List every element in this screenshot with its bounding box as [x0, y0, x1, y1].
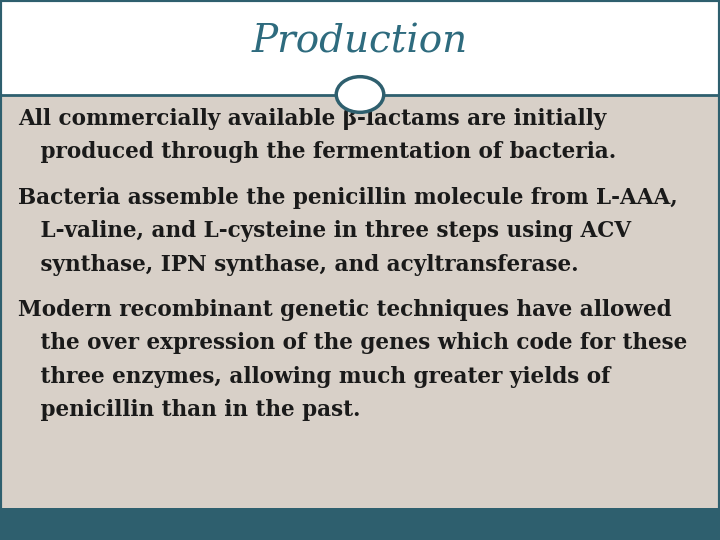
Text: the over expression of the genes which code for these: the over expression of the genes which c…: [18, 332, 688, 354]
Text: Bacteria assemble the penicillin molecule from L-AAA,: Bacteria assemble the penicillin molecul…: [18, 187, 678, 208]
Text: L-valine, and L-cysteine in three steps using ACV: L-valine, and L-cysteine in three steps …: [18, 220, 631, 242]
Circle shape: [336, 77, 384, 112]
FancyBboxPatch shape: [0, 508, 720, 540]
Text: synthase, IPN synthase, and acyltransferase.: synthase, IPN synthase, and acyltransfer…: [18, 254, 579, 275]
Text: Production: Production: [252, 23, 468, 60]
Text: Modern recombinant genetic techniques have allowed: Modern recombinant genetic techniques ha…: [18, 299, 672, 321]
FancyBboxPatch shape: [0, 94, 720, 508]
Text: penicillin than in the past.: penicillin than in the past.: [18, 399, 361, 421]
Text: All commercially available β-lactams are initially: All commercially available β-lactams are…: [18, 108, 606, 130]
FancyBboxPatch shape: [0, 0, 720, 94]
Text: three enzymes, allowing much greater yields of: three enzymes, allowing much greater yie…: [18, 366, 611, 388]
Text: produced through the fermentation of bacteria.: produced through the fermentation of bac…: [18, 141, 616, 164]
